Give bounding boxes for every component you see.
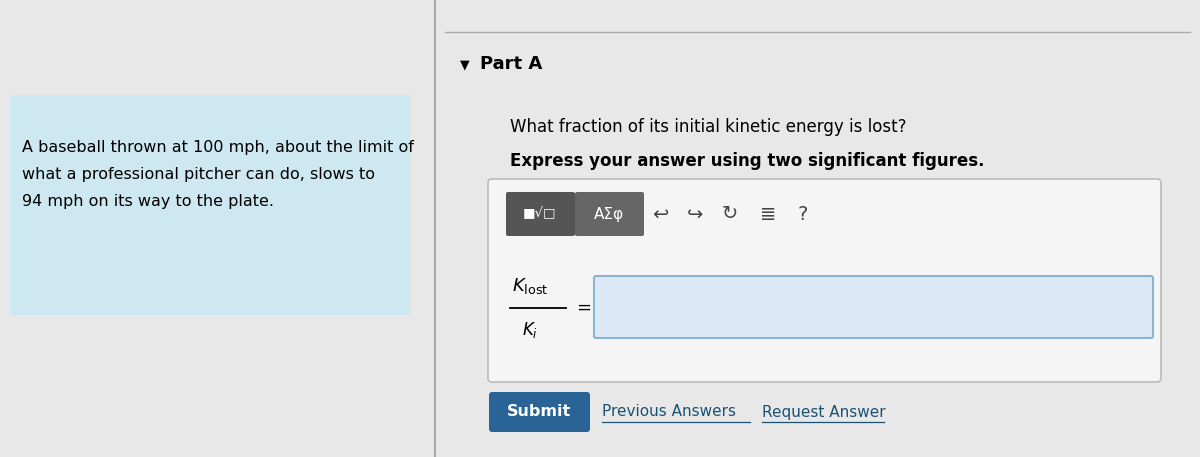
FancyBboxPatch shape (594, 276, 1153, 338)
Text: ?: ? (798, 204, 808, 223)
Text: A baseball thrown at 100 mph, about the limit of: A baseball thrown at 100 mph, about the … (22, 140, 414, 155)
Text: ■√□: ■√□ (523, 207, 557, 220)
FancyBboxPatch shape (575, 192, 644, 236)
Text: Part A: Part A (480, 55, 542, 73)
Text: ↻: ↻ (722, 204, 738, 223)
FancyBboxPatch shape (10, 95, 410, 315)
FancyBboxPatch shape (488, 179, 1162, 382)
Text: what a professional pitcher can do, slows to: what a professional pitcher can do, slow… (22, 167, 374, 182)
FancyBboxPatch shape (490, 392, 590, 432)
FancyBboxPatch shape (506, 192, 575, 236)
Text: ΑΣφ: ΑΣφ (594, 207, 624, 222)
Text: ↪: ↪ (686, 204, 703, 223)
Text: Previous Answers: Previous Answers (602, 404, 736, 420)
Text: Request Answer: Request Answer (762, 404, 886, 420)
Text: 94 mph on its way to the plate.: 94 mph on its way to the plate. (22, 194, 274, 209)
Text: ▼: ▼ (460, 58, 469, 71)
Text: ↩: ↩ (652, 204, 668, 223)
Text: =: = (576, 299, 592, 317)
Text: $K_{\mathrm{lost}}$: $K_{\mathrm{lost}}$ (512, 276, 548, 296)
Text: Express your answer using two significant figures.: Express your answer using two significan… (510, 152, 984, 170)
Text: $K_i$: $K_i$ (522, 320, 538, 340)
Text: Submit: Submit (506, 404, 571, 420)
Text: What fraction of its initial kinetic energy is lost?: What fraction of its initial kinetic ene… (510, 118, 906, 136)
Text: ≣: ≣ (760, 204, 776, 223)
